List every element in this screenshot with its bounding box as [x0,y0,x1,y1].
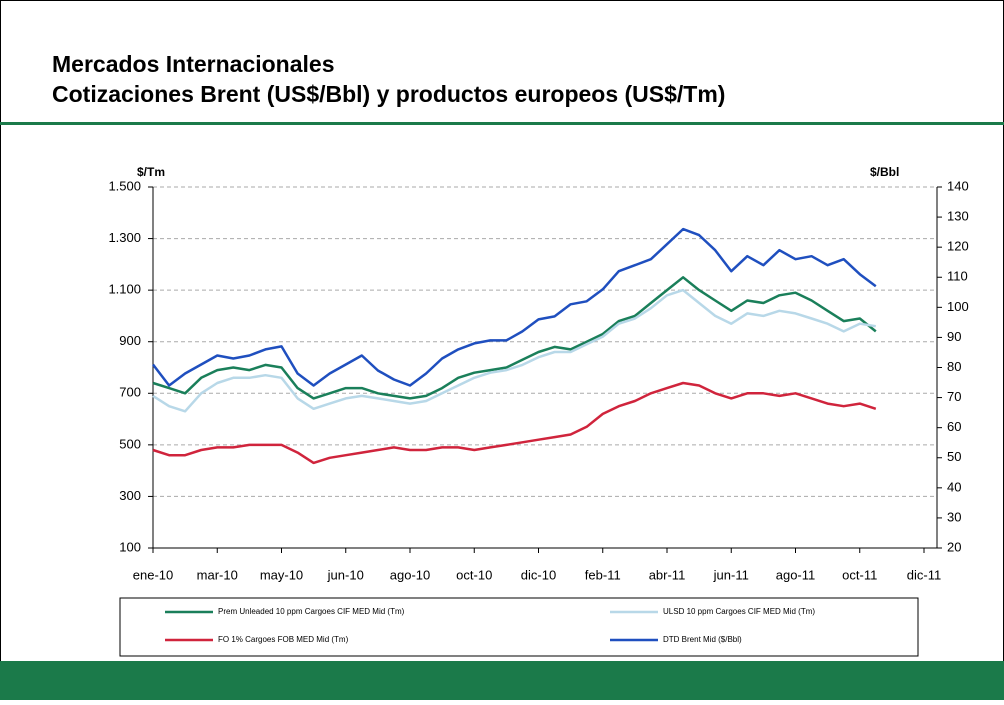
legend-label: Prem Unleaded 10 ppm Cargoes CIF MED Mid… [218,607,405,616]
legend-box [119,597,919,657]
series-line [152,288,876,413]
legend-label: ULSD 10 ppm Cargoes CIF MED Mid (Tm) [663,607,815,616]
y2-tick-label: 110 [947,269,968,284]
legend-label: FO 1% Cargoes FOB MED Mid (Tm) [218,635,349,644]
x-tick-label: dic-10 [521,567,556,582]
y-tick-label: 300 [119,488,141,503]
y-tick-label: 900 [119,333,141,348]
y-tick-label: 1.500 [108,178,141,193]
slide-title: Cotizaciones Brent (US$/Bbl) y productos… [52,81,725,107]
y-axis-unit: $/Tm [137,165,165,179]
title-rule [0,122,1004,125]
x-tick-label: may-10 [260,567,303,582]
series-line [152,381,877,465]
y-tick-label: 1.300 [108,230,141,245]
y2-tick-label: 130 [947,209,969,224]
y2-tick-label: 80 [947,359,961,374]
y2-tick-label: 90 [947,329,961,344]
x-tick-label: ene-10 [133,567,173,582]
y2-tick-label: 120 [947,239,969,254]
y2-tick-label: 70 [947,389,961,404]
y2-tick-label: 50 [947,449,961,464]
x-tick-label: ago-11 [776,567,816,582]
y2-axis-unit: $/Bbl [870,165,899,179]
y-tick-label: 500 [119,436,141,451]
x-tick-label: mar-10 [197,567,238,582]
x-tick-label: abr-11 [649,567,686,582]
x-tick-label: dic-11 [907,567,941,582]
y2-tick-label: 140 [947,178,969,193]
y2-tick-label: 20 [947,539,961,554]
y2-tick-label: 40 [947,479,961,494]
y2-tick-label: 60 [947,419,961,434]
y-tick-label: 100 [119,539,141,554]
x-tick-label: jun-11 [713,567,749,582]
series-line [152,276,877,400]
y2-tick-label: 30 [947,509,961,524]
y2-tick-label: 100 [947,299,969,314]
x-tick-label: oct-11 [842,567,877,582]
x-tick-label: ago-10 [390,567,430,582]
x-tick-label: feb-11 [585,567,621,582]
x-tick-label: jun-10 [327,567,364,582]
series-line [152,227,877,387]
y-tick-label: 700 [119,385,141,400]
x-tick-label: oct-10 [456,567,492,582]
slide-title: Mercados Internacionales [52,51,335,77]
footer-band [0,661,1004,700]
legend-label: DTD Brent Mid ($/Bbl) [663,635,742,644]
y-tick-label: 1.100 [108,282,141,297]
